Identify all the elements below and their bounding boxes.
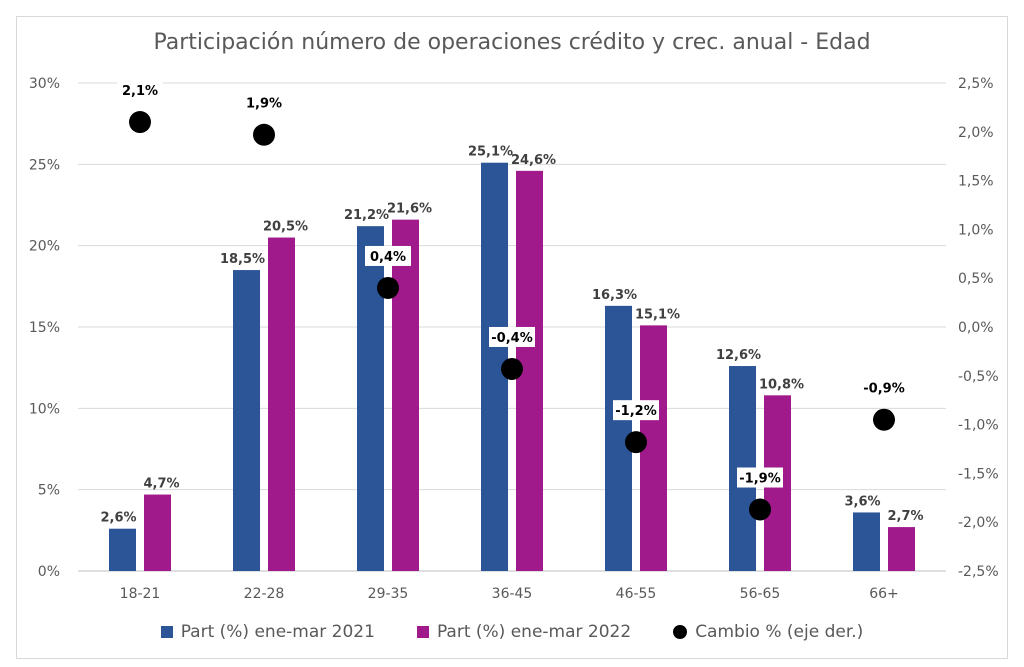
- x-tick-label: 36-45: [492, 586, 533, 602]
- y-left-tick-label: 10%: [29, 401, 60, 417]
- cambio-label-bg: [365, 245, 411, 266]
- bar-2021: [233, 270, 260, 571]
- legend-swatch-2022: [416, 626, 429, 638]
- y-left-tick-label: 0%: [38, 564, 60, 580]
- cambio-label: -1,9%: [739, 472, 780, 487]
- cambio-point: [501, 357, 523, 380]
- y-left-tick-label: 30%: [29, 76, 60, 92]
- legend-item-cambio: Cambio % (eje der.): [673, 622, 863, 642]
- y-right-tick-label: -0,5%: [958, 369, 999, 385]
- legend-marker-cambio: [673, 625, 688, 639]
- x-tick-label: 29-35: [368, 586, 409, 602]
- cambio-label: 0,4%: [370, 250, 406, 265]
- bar-2021-label: 25,1%: [468, 145, 513, 160]
- x-tick-label: 46-55: [616, 586, 657, 602]
- bar-2022-label: 4,7%: [143, 477, 179, 492]
- cambio-point: [253, 123, 275, 146]
- cambio-label-bg: [861, 377, 907, 398]
- legend-item-2022: Part (%) ene-mar 2022: [416, 622, 632, 642]
- bar-2021: [109, 528, 136, 571]
- chart-legend: Part (%) ene-mar 2021 Part (%) ene-mar 2…: [0, 622, 1024, 642]
- bar-2021-label: 21,2%: [344, 208, 389, 223]
- bar-2022-label: 10,8%: [759, 377, 804, 392]
- cambio-label: 1,9%: [246, 97, 282, 112]
- legend-label-2021: Part (%) ene-mar 2021: [180, 622, 375, 642]
- cambio-point: [129, 111, 151, 134]
- bar-2022-label: 21,6%: [387, 202, 432, 217]
- bar-2021-label: 18,5%: [220, 252, 265, 267]
- cambio-label: 2,1%: [122, 84, 158, 99]
- legend-label-cambio: Cambio % (eje der.): [695, 622, 864, 642]
- legend-label-2022: Part (%) ene-mar 2022: [436, 622, 632, 642]
- cambio-point: [749, 498, 771, 521]
- bar-2021: [357, 226, 384, 571]
- bar-2022: [392, 219, 419, 571]
- bar-2021: [853, 512, 880, 571]
- y-right-tick-label: 1,5%: [958, 174, 994, 190]
- cambio-label-bg: [613, 400, 659, 421]
- cambio-label-bg: [489, 326, 535, 347]
- y-right-tick-label: -1,5%: [958, 466, 999, 482]
- y-right-tick-label: -2,0%: [958, 515, 999, 531]
- x-tick-label: 18-21: [120, 586, 161, 602]
- cambio-label: -1,2%: [615, 404, 656, 419]
- cambio-label: -0,9%: [863, 382, 904, 397]
- y-right-tick-label: 0,0%: [958, 320, 994, 336]
- legend-swatch-2021: [160, 626, 173, 638]
- bar-2022-label: 24,6%: [511, 153, 556, 168]
- bar-2022-label: 2,7%: [887, 509, 923, 524]
- cambio-point: [873, 408, 895, 431]
- bar-2021-label: 12,6%: [716, 348, 761, 363]
- x-tick-label: 66+: [869, 586, 899, 602]
- y-right-tick-label: 0,5%: [958, 271, 994, 287]
- cambio-label-bg: [737, 467, 783, 488]
- y-left-tick-label: 5%: [38, 483, 60, 499]
- cambio-label: -0,4%: [491, 331, 532, 346]
- bar-2022-label: 15,1%: [635, 307, 680, 322]
- bar-2022: [144, 494, 171, 571]
- bar-2022: [268, 237, 295, 572]
- y-right-tick-label: 2,5%: [958, 76, 994, 92]
- cambio-point: [625, 431, 647, 454]
- y-right-tick-label: -1,0%: [958, 418, 999, 434]
- y-right-tick-label: -2,5%: [958, 564, 999, 580]
- cambio-point: [377, 276, 399, 299]
- x-tick-label: 56-65: [740, 586, 781, 602]
- bar-2021-label: 16,3%: [592, 288, 637, 303]
- bar-2021-label: 3,6%: [844, 494, 880, 509]
- y-right-tick-label: 2,0%: [958, 125, 994, 141]
- bar-2021-label: 2,6%: [100, 511, 136, 526]
- cambio-label-bg: [241, 92, 287, 113]
- cambio-label-bg: [117, 80, 163, 101]
- y-left-tick-label: 20%: [29, 239, 60, 255]
- y-left-tick-label: 25%: [29, 157, 60, 173]
- x-tick-label: 22-28: [244, 586, 285, 602]
- bar-2022-label: 20,5%: [263, 220, 308, 235]
- chart-title: Participación número de operaciones créd…: [153, 30, 871, 55]
- legend-item-2021: Part (%) ene-mar 2021: [160, 622, 375, 642]
- y-left-tick-label: 15%: [29, 320, 60, 336]
- y-right-tick-label: 1,0%: [958, 222, 994, 238]
- bar-2022: [888, 527, 915, 571]
